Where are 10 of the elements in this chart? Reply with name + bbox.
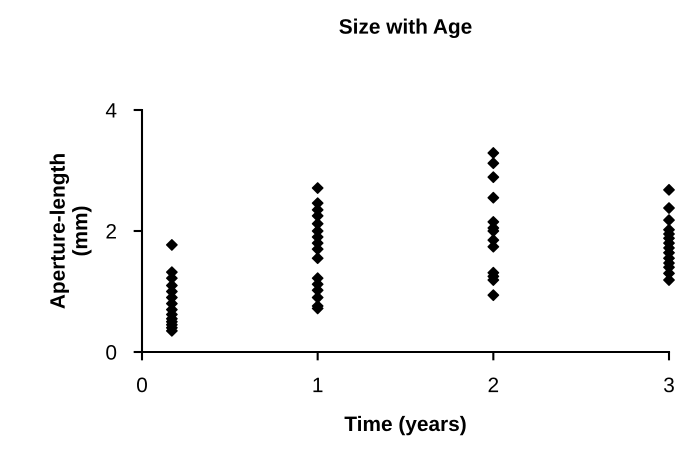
y-axis-title: Aperture-length (mm): [50, 154, 92, 309]
x-tick-label: 2: [488, 378, 498, 392]
x-axis-title: Time (years): [344, 416, 466, 436]
y-tick-label: 4: [106, 103, 116, 118]
x-tick-label: 3: [664, 378, 674, 392]
y-tick-label: 0: [106, 345, 116, 360]
x-tick-label: 0: [137, 378, 147, 392]
x-tick-label: 1: [313, 378, 322, 392]
chart-title: Size with Age: [339, 18, 472, 38]
y-tick-label: 2: [106, 224, 116, 239]
